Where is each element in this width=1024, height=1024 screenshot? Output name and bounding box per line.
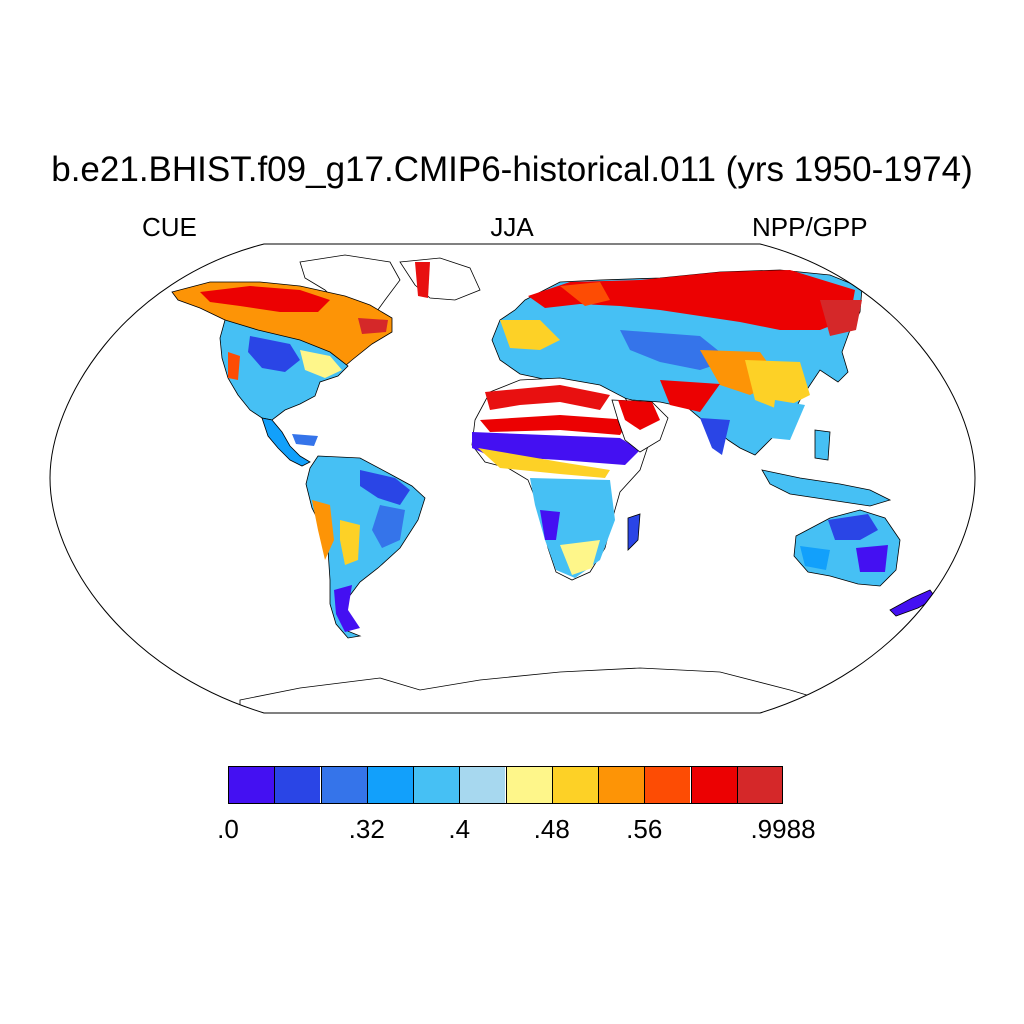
map-boundary xyxy=(49,243,976,714)
colorbar-tick-label: .0 xyxy=(217,814,239,844)
colorbar-swatch xyxy=(505,766,552,804)
colorbar-separator xyxy=(459,766,461,804)
units-label: NPP/GPP xyxy=(752,212,868,242)
africa xyxy=(471,377,651,581)
colorbar-swatch xyxy=(274,766,321,804)
colorbar-separator xyxy=(644,766,646,804)
colorbar-separator xyxy=(598,766,599,804)
australia xyxy=(793,509,901,587)
colorbar-separator xyxy=(551,766,553,804)
arctic-islands-outline xyxy=(399,257,481,301)
colorbar-separator xyxy=(505,766,507,804)
colorbar-swatch xyxy=(598,766,644,804)
svalbard-cells xyxy=(415,262,430,298)
colorbar-swatch xyxy=(413,766,459,804)
colorbar-swatch xyxy=(320,766,367,804)
maritime-southeast-asia xyxy=(761,429,892,507)
colorbar-swatch xyxy=(459,766,506,804)
plot-title: b.e21.BHIST.f09_g17.CMIP6-historical.011… xyxy=(51,150,973,189)
antarctica-outline xyxy=(239,667,862,713)
colorbar-separator xyxy=(690,766,692,804)
colorbar-swatch xyxy=(644,766,691,804)
colorbar-swatch xyxy=(228,766,274,804)
colorbar-tick-label: .48 xyxy=(533,814,570,844)
eurasia xyxy=(491,269,863,456)
colorbar-tick-label: .4 xyxy=(448,814,471,844)
colorbar-tick-label: .56 xyxy=(626,814,663,844)
south-america xyxy=(305,455,426,639)
colorbar-separator xyxy=(320,766,322,804)
colorbar-swatch xyxy=(690,766,737,804)
north-america xyxy=(171,281,393,467)
colorbar-separator xyxy=(366,766,368,804)
season-label: JJA xyxy=(490,212,534,242)
colorbar-separator xyxy=(413,766,414,804)
colorbar-separator xyxy=(274,766,276,804)
variable-label: CUE xyxy=(142,212,197,242)
colorbar-swatch xyxy=(551,766,598,804)
colorbar-tick-label: .9988 xyxy=(750,814,816,844)
colorbar-tick-label: .32 xyxy=(348,814,385,844)
colorbar-swatch xyxy=(366,766,413,804)
new-zealand xyxy=(889,589,937,617)
colorbar-swatch xyxy=(736,766,783,804)
madagascar xyxy=(627,513,641,551)
colorbar-separator xyxy=(736,766,738,804)
